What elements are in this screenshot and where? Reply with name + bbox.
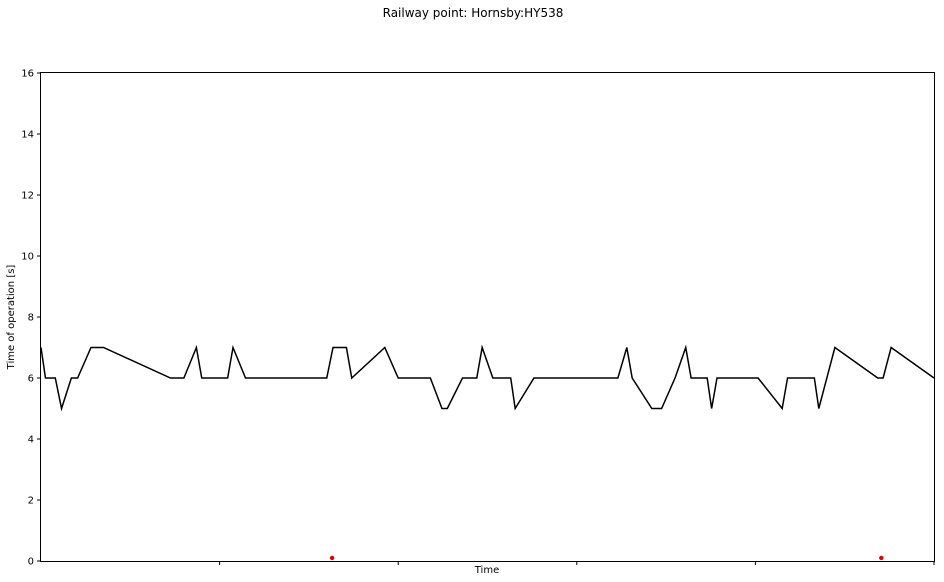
event-marker-1: [879, 555, 884, 561]
series-layer: [40, 344, 935, 412]
event-marker-0: [329, 555, 335, 561]
y-axis: 0 2 4 6 8 10 12 14 16: [21, 69, 41, 568]
series-line-0: [40, 344, 935, 412]
y-tick-label: 8: [28, 313, 34, 324]
y-tick-label: 2: [28, 496, 34, 507]
y-tick-label: 4: [28, 435, 34, 446]
plot-frame: [40, 72, 935, 562]
y-tick-label: 6: [28, 374, 34, 385]
y-tick-label: 10: [21, 252, 34, 263]
chart-title: Railway point: Hornsby:HY538: [383, 6, 564, 20]
x-axis-label: Time: [474, 565, 499, 576]
y-axis-label: Time of operation [s]: [6, 265, 17, 371]
y-tick-label: 0: [28, 557, 34, 568]
y-tick-label: 14: [21, 130, 34, 141]
x-axis: [219, 561, 935, 565]
marker-layer: [329, 555, 884, 561]
y-tick-label: 12: [21, 191, 34, 202]
y-tick-label: 16: [21, 69, 34, 80]
